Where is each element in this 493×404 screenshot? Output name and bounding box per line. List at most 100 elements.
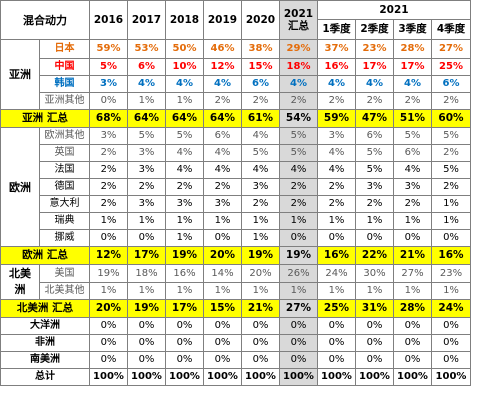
- value-cell: 100%: [355, 368, 394, 386]
- value-cell: 51%: [393, 109, 432, 128]
- value-cell: 0%: [431, 351, 471, 369]
- value-cell: 2%: [127, 178, 166, 196]
- row-label: 德国: [39, 178, 90, 196]
- value-cell: 6%: [431, 75, 471, 93]
- region-asia: 亚洲: [0, 39, 40, 110]
- value-cell: 54%: [279, 109, 318, 128]
- value-cell: 18%: [279, 58, 318, 76]
- value-cell: 0%: [431, 229, 471, 247]
- row-label: 北美其他: [39, 282, 90, 300]
- value-cell: 100%: [203, 368, 242, 386]
- value-cell: 0%: [355, 334, 394, 352]
- table-row: 大洋洲 0% 0% 0% 0% 0% 0% 0% 0% 0% 0%: [0, 317, 471, 335]
- value-cell: 4%: [203, 161, 242, 179]
- value-cell: 0%: [317, 334, 356, 352]
- value-cell: 64%: [165, 109, 204, 128]
- value-cell: 0%: [241, 351, 280, 369]
- table-row: 亚洲 汇总 68% 64% 64% 64% 61% 54% 59% 47% 51% 60%: [0, 109, 471, 128]
- value-cell: 16%: [317, 58, 356, 76]
- value-cell: 2%: [165, 178, 204, 196]
- value-cell: 4%: [355, 75, 394, 93]
- value-cell: 38%: [241, 39, 280, 59]
- value-cell: 0%: [165, 351, 204, 369]
- value-cell: 26%: [279, 264, 318, 283]
- quarter-header-q4: 4季度: [431, 19, 471, 40]
- value-cell: 0%: [89, 351, 128, 369]
- value-cell: 31%: [355, 299, 394, 318]
- value-cell: 1%: [431, 212, 471, 230]
- value-cell: 17%: [355, 58, 394, 76]
- value-cell: 1%: [393, 212, 432, 230]
- value-cell: 6%: [393, 144, 432, 162]
- value-cell: 6%: [127, 58, 166, 76]
- value-cell: 2%: [279, 178, 318, 196]
- value-cell: 60%: [431, 109, 471, 128]
- value-cell: 3%: [89, 75, 128, 93]
- value-cell: 19%: [127, 299, 166, 318]
- value-cell: 2%: [355, 92, 394, 110]
- value-cell: 0%: [89, 334, 128, 352]
- row-label: 北美洲 汇总: [0, 299, 90, 318]
- table-row: 意大利 2% 3% 3% 3% 2% 2% 2% 2% 2% 1%: [1, 195, 471, 213]
- value-cell: 28%: [393, 299, 432, 318]
- table-row: 中国 5% 6% 10% 12% 15% 18% 16% 17% 17% 25%: [1, 58, 471, 76]
- value-cell: 1%: [165, 229, 204, 247]
- value-cell: 100%: [317, 368, 356, 386]
- row-label: 法国: [39, 161, 90, 179]
- value-cell: 19%: [89, 264, 128, 283]
- value-cell: 0%: [241, 334, 280, 352]
- value-cell: 5%: [89, 58, 128, 76]
- value-cell: 17%: [127, 246, 166, 265]
- value-cell: 20%: [241, 264, 280, 283]
- table-row: 北美洲美国 19% 18% 16% 14% 20% 26% 24% 30% 27% 23%: [0, 264, 471, 300]
- value-cell: 0%: [393, 351, 432, 369]
- value-cell: 59%: [317, 109, 356, 128]
- value-cell: 5%: [279, 127, 318, 145]
- value-cell: 100%: [241, 368, 280, 386]
- value-cell: 4%: [393, 75, 432, 93]
- value-cell: 0%: [317, 229, 356, 247]
- value-cell: 27%: [393, 264, 432, 283]
- value-cell: 14%: [203, 264, 242, 283]
- region-na-line1: 北美: [9, 266, 31, 280]
- value-cell: 100%: [89, 368, 128, 386]
- value-cell: 100%: [165, 368, 204, 386]
- value-cell: 3%: [127, 161, 166, 179]
- quarter-header-q1: 1季度: [317, 19, 356, 40]
- row-label: 亚洲 汇总: [0, 109, 90, 128]
- value-cell: 4%: [165, 161, 204, 179]
- value-cell: 0%: [89, 229, 128, 247]
- value-cell: 2%: [89, 161, 128, 179]
- value-cell: 1%: [203, 282, 242, 300]
- value-cell: 59%: [89, 39, 128, 59]
- value-cell: 100%: [431, 368, 471, 386]
- value-cell: 0%: [355, 229, 394, 247]
- value-cell: 0%: [431, 317, 471, 335]
- value-cell: 2%: [89, 195, 128, 213]
- value-cell: 0%: [165, 317, 204, 335]
- value-cell: 0%: [89, 317, 128, 335]
- value-cell: 4%: [203, 144, 242, 162]
- row-label: 欧洲 汇总: [0, 246, 90, 265]
- value-cell: 5%: [393, 127, 432, 145]
- value-cell: 5%: [127, 127, 166, 145]
- value-cell: 30%: [355, 264, 394, 283]
- value-cell: 0%: [165, 334, 204, 352]
- value-cell: 12%: [203, 58, 242, 76]
- total-sub-label: 汇总: [288, 20, 309, 32]
- value-cell: 53%: [127, 39, 166, 59]
- value-cell: 2%: [317, 195, 356, 213]
- value-cell: 2%: [203, 92, 242, 110]
- value-cell: 27%: [431, 39, 471, 59]
- table-row: 挪威 0% 0% 1% 0% 1% 0% 0% 0% 0% 0%: [1, 229, 471, 247]
- row-label: 非洲: [0, 334, 90, 352]
- value-cell: 4%: [393, 161, 432, 179]
- value-cell: 4%: [203, 75, 242, 93]
- value-cell: 1%: [127, 92, 166, 110]
- value-cell: 100%: [127, 368, 166, 386]
- value-cell: 24%: [431, 299, 471, 318]
- value-cell: 3%: [127, 144, 166, 162]
- value-cell: 6%: [241, 75, 280, 93]
- table-row: 亚洲 日本 59% 53% 50% 46% 38% 29% 37% 23% 28% 27%: [0, 39, 471, 110]
- value-cell: 2%: [317, 92, 356, 110]
